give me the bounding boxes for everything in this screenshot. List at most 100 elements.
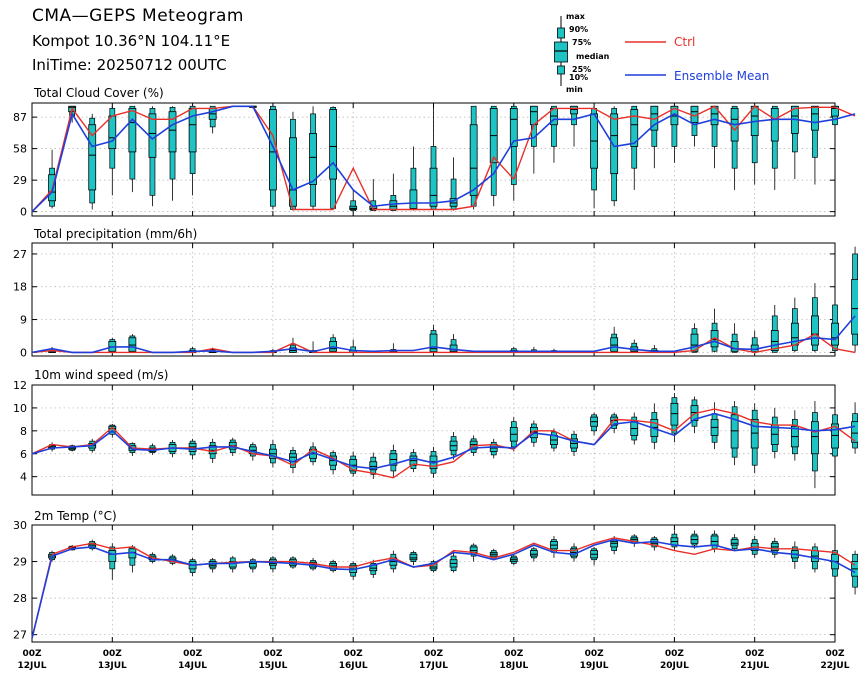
y-tick-label: 0: [20, 206, 27, 219]
x-tick-hour: 00Z: [183, 649, 203, 659]
box-25-75: [770, 108, 779, 142]
ensemble-box: [690, 396, 699, 434]
ensemble-box: [389, 550, 398, 573]
ensemble-box: [369, 559, 378, 579]
ensemble-box: [289, 111, 297, 211]
box-25-75: [831, 322, 839, 346]
y-tick-label: 29: [13, 556, 27, 569]
y-tick-label: 28: [13, 592, 27, 605]
x-tick-hour: 00Z: [665, 649, 685, 659]
y-tick-label: 9: [20, 314, 27, 327]
location-label: Kompot 10.36°N 104.11°E: [32, 32, 231, 50]
ensemble-box: [730, 534, 739, 551]
ensemble-box: [790, 297, 799, 353]
ensemble-box: [329, 334, 338, 353]
ensemble-box: [630, 412, 639, 445]
box-25-75: [750, 418, 759, 449]
ensemble-box: [811, 105, 819, 185]
box-25-75: [429, 167, 438, 207]
y-tick-label: 8: [20, 425, 27, 438]
box-25-75: [831, 105, 839, 117]
x-tick-hour: 00Z: [344, 649, 364, 659]
ensemble-box: [610, 326, 619, 353]
ensemble-box: [710, 308, 719, 353]
ensemble-box: [329, 106, 338, 210]
legend-label-25pct: 25%: [572, 65, 591, 74]
y-tick-label: 10: [13, 402, 27, 415]
ctrl-line: [31, 537, 856, 639]
ensemble-box: [630, 339, 639, 353]
x-tick-day: 12JUL: [18, 661, 47, 671]
box-25-75: [108, 550, 117, 562]
ensemble-box: [750, 403, 759, 474]
ensemble-box: [851, 402, 858, 454]
ensemble-mean-line: [31, 105, 856, 213]
ensemble-box: [590, 546, 598, 566]
ensemble-box: [550, 535, 558, 558]
ensemble-box: [429, 106, 438, 211]
ensemble-box: [449, 550, 458, 573]
box-25-75: [329, 109, 338, 180]
ensemble-box: [570, 105, 578, 147]
legend-label-max: max: [566, 12, 586, 21]
meteogram-panels: Total Cloud Cover (%) 0 29 58 87 Total precip…: [13, 86, 858, 643]
x-tick-hour: 00Z: [424, 649, 444, 659]
x-tick-hour: 00Z: [585, 649, 605, 659]
ensemble-box: [148, 106, 157, 207]
box-25-75: [811, 421, 819, 455]
box-25-75: [108, 115, 117, 150]
y-tick-label: 30: [13, 519, 27, 532]
panel-title: 10m wind speed (m/s): [34, 368, 168, 382]
box-25-75: [409, 553, 418, 561]
ctrl-line: [31, 105, 856, 213]
ensemble-box: [168, 106, 177, 201]
ensemble-box: [309, 106, 317, 210]
ensemble-box: [389, 444, 398, 477]
legend-label-min: min: [566, 85, 583, 94]
ensemble-box: [409, 550, 418, 566]
ensemble-box: [329, 450, 338, 475]
ensemble-box: [449, 157, 458, 211]
ensemble-box: [268, 105, 277, 210]
ensemble-box: [590, 412, 598, 436]
ensemble-box: [409, 449, 418, 473]
ensemble-box: [88, 113, 97, 210]
ensemble-box: [469, 105, 478, 210]
ensemble-box: [68, 444, 77, 452]
x-tick-hour: 00Z: [103, 649, 123, 659]
box-25-75: [851, 279, 858, 335]
ensemble-box: [811, 283, 819, 353]
box-25-75: [168, 111, 177, 153]
ensemble-box: [88, 539, 97, 551]
y-tick-label: 0: [20, 346, 27, 359]
x-tick-day: 21JUL: [740, 661, 769, 671]
box-25-75: [710, 535, 719, 546]
y-tick-label: 87: [13, 111, 27, 124]
box-25-75: [610, 337, 619, 352]
box-25-75: [710, 330, 719, 348]
x-tick-day: 19JUL: [580, 661, 609, 671]
box-25-75: [690, 333, 699, 352]
ensemble-box: [108, 337, 117, 353]
panel-title: Total Cloud Cover (%): [33, 86, 164, 100]
ensemble-box: [670, 393, 679, 443]
box-25-75: [369, 461, 378, 471]
ensemble-box: [790, 410, 799, 461]
box-25-75: [610, 541, 619, 548]
legend-label-75pct: 75%: [572, 38, 591, 47]
box-25-75: [610, 113, 619, 175]
x-tick-day: 22JUL: [821, 661, 850, 671]
ensemble-box: [529, 105, 538, 174]
box-25-75: [630, 109, 639, 147]
box-25-75: [811, 105, 819, 131]
ensemble-box: [811, 401, 819, 489]
ensemble-box: [268, 440, 277, 468]
x-tick-day: 14JUL: [178, 661, 207, 671]
panel-title: Total precipitation (mm/6h): [33, 227, 197, 241]
ensemble-box: [550, 105, 558, 163]
box-25-75: [730, 414, 739, 449]
y-tick-label: 18: [13, 281, 27, 294]
x-tick-hour: 00Z: [745, 649, 765, 659]
panel-2: Total precipitation (mm/6h) 0 9 18 27: [13, 227, 858, 359]
ensemble-box: [590, 106, 598, 209]
